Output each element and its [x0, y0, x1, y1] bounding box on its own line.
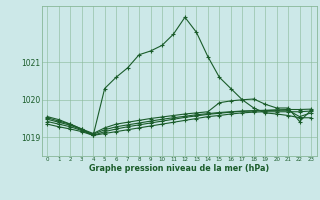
X-axis label: Graphe pression niveau de la mer (hPa): Graphe pression niveau de la mer (hPa) — [89, 164, 269, 173]
